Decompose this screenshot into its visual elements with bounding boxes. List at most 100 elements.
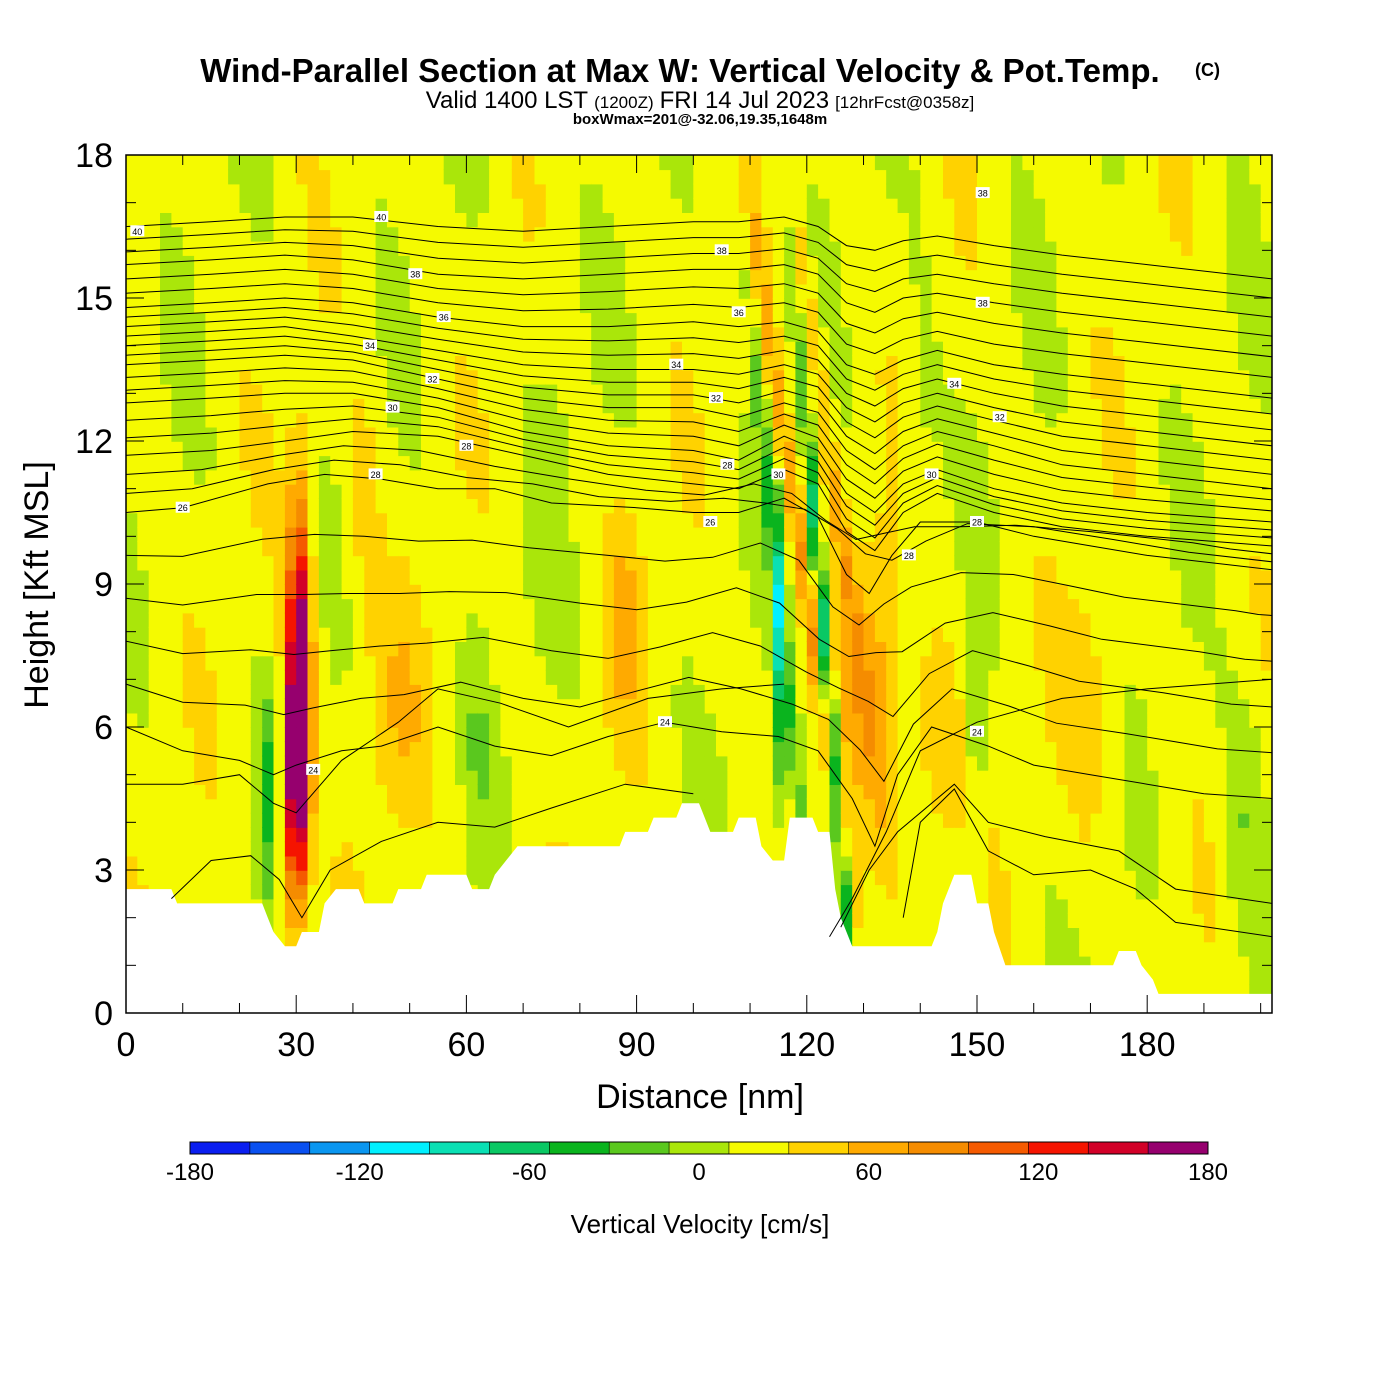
theta-contour-24 [126,721,1272,848]
colorbar-swatch [249,1142,311,1154]
theta-contour-minor [126,367,1272,501]
contour-label: 28 [368,468,383,480]
colorbar-swatch [489,1142,550,1154]
colorbar-swatch [788,1142,850,1154]
contour-label: 38 [714,244,729,256]
theta-contour-minor [126,418,1272,539]
contour-label: 34 [947,377,962,389]
x-tick-label: 90 [618,1026,656,1064]
colorbar-tick-label: 60 [855,1159,882,1186]
theta-contour-minor [126,306,1272,415]
contour-label: 40 [130,225,145,237]
theta-contour-minor [126,316,1272,431]
y-axis-label: Height [Kft MSL] [18,461,56,709]
contour-label: 34 [363,339,377,351]
theta-contour-minor [126,380,1272,512]
contour-label: 32 [992,411,1007,423]
contour-label: 24 [970,725,984,737]
theta-contour-minor [126,533,1272,626]
colorbar-tick-label: -60 [512,1159,547,1186]
colorbar-label: Vertical Velocity [cm/s] [571,1209,830,1239]
theta-contour-minor [126,676,1272,783]
contour-label: 38 [408,268,423,280]
theta-contour-40 [126,216,1272,280]
theta-contour-36 [126,297,1272,399]
contour-label: 38 [975,187,990,199]
contour-label: 32 [709,392,723,404]
chart-subtitle: Valid 1400 LST (1200Z) FRI 14 Jul 2023 [12h… [426,87,974,114]
copyright-mark: (C) [1195,60,1220,80]
theta-contour-minor [840,783,1272,928]
contour-label: 28 [459,439,474,451]
theta-contour-minor [126,683,785,814]
x-tick-label: 180 [1119,1026,1176,1064]
contour-label: 34 [669,358,684,370]
theta-contour-minor [171,783,694,919]
theta-contour-minor [902,788,1272,938]
y-tick-label: 0 [94,995,113,1033]
contour-label: 30 [385,401,400,413]
theta-contour-32 [126,354,1272,490]
colorbar: -180 -120 -60 0 60 120 180 [166,1141,1228,1186]
colorbar-tick-label: 0 [692,1159,705,1186]
valid-date-label: FRI 14 Jul 2023 [660,87,829,114]
potential-temperature-contours [126,216,1272,938]
theta-contour-34 [126,326,1272,447]
theta-contour-minor [126,445,1272,555]
theta-contour-minor [829,678,1272,937]
theta-contour-minor [126,268,1272,358]
theta-contour-38 [126,254,1272,337]
colorbar-tick-label: 120 [1018,1159,1058,1186]
contour-label: 26 [175,501,190,513]
contour-label: 26 [703,516,718,528]
colorbar-swatch [968,1142,1029,1154]
contour-label: 36 [731,306,746,318]
x-tick-label: 0 [117,1026,136,1064]
y-tick-label: 3 [94,852,113,890]
colorbar-swatch [429,1142,490,1154]
vertical-velocity-field [126,155,1272,1013]
colorbar-swatch [369,1142,431,1154]
contour-label: 40 [374,211,389,223]
colorbar-swatch [549,1142,610,1154]
terrain-mask [126,803,1272,1013]
theta-contour-minor [126,229,1272,299]
colorbar-swatch [848,1142,910,1154]
colorbar-tick-label: -120 [336,1159,384,1186]
theta-contour-minor [126,632,1272,718]
box-info-label: boxWmax=201@-32.06,19.35,1648m [573,111,827,128]
colorbar-swatch [1028,1142,1089,1154]
contour-label: 30 [924,468,939,480]
colorbar-swatch [609,1142,670,1154]
x-tick-label: 120 [778,1026,835,1064]
contour-label: 24 [658,716,672,728]
contour-label: 36 [436,311,451,323]
chart-title: Wind-Parallel Section at Max W: Vertical… [200,52,1159,89]
contour-label: 30 [771,468,786,480]
contour-label: 32 [425,373,440,385]
x-tick-label: 150 [949,1026,1006,1064]
theta-contour-30 [126,392,1272,523]
contour-label: 28 [901,549,916,561]
theta-contour-minor [126,405,1272,531]
theta-contour-minor [126,241,1272,318]
colorbar-swatch [908,1142,969,1154]
contour-label: 38 [975,296,990,308]
colorbar-tick-label: -180 [166,1159,214,1186]
colorbar-swatch [669,1142,730,1154]
theta-contour-26 [126,473,1272,595]
contour-label: 28 [720,458,735,470]
valid-utc-label: (1200Z) [594,93,654,112]
contour-labels: 40 40 38 36 34 32 30 28 28 26 38 36 34 32 28 30 26 24 24 38… [130,187,1007,775]
colorbar-swatch [1148,1142,1209,1154]
colorbar-swatch [190,1142,251,1154]
x-tick-label: 30 [277,1026,315,1064]
theta-contour-minor [126,283,1272,378]
theta-contour-minor [126,345,1272,475]
terrain-polygon [126,803,1272,1013]
x-tick-label: 60 [447,1026,485,1064]
contour-label: 24 [306,763,321,775]
theta-contour-minor [126,459,1272,563]
